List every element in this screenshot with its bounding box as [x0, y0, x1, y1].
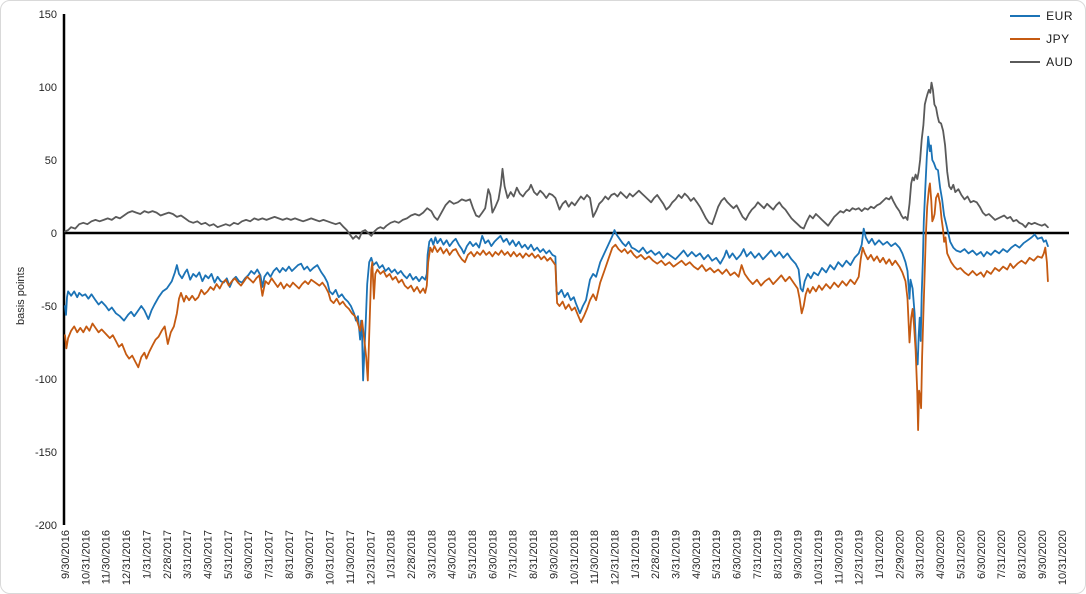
x-tick-label: 9/30/2020: [1037, 530, 1049, 579]
legend-swatch-aud: [1010, 61, 1041, 63]
y-tick-label: 150: [39, 9, 57, 21]
x-tick-label: 1/31/2018: [386, 530, 398, 579]
x-tick-label: 9/30/2019: [793, 530, 805, 579]
x-tick-label: 3/31/2017: [182, 530, 194, 579]
x-tick-label: 10/31/2019: [813, 530, 825, 585]
x-tick-label: 12/31/2016: [121, 530, 133, 585]
x-tick-label: 9/30/2017: [304, 530, 316, 579]
x-tick-label: 10/31/2018: [569, 530, 581, 585]
x-tick-label: 4/30/2020: [935, 530, 947, 579]
x-tick-label: 12/31/2017: [365, 530, 377, 585]
x-tick-label: 11/30/2016: [101, 530, 113, 584]
x-tick-label: 4/30/2019: [691, 530, 703, 579]
x-tick-label: 6/30/2017: [243, 530, 255, 579]
y-tick-label: 100: [39, 82, 57, 94]
x-tick-label: 2/28/2018: [406, 530, 418, 579]
y-tick-label: 0: [51, 228, 57, 240]
y-tick-label: -100: [35, 374, 57, 386]
x-tick-label: 8/31/2018: [528, 530, 540, 579]
x-tick-label: 8/31/2019: [772, 530, 784, 579]
x-tick-label: 9/30/2018: [548, 530, 560, 579]
x-tick-label: 1/31/2019: [630, 530, 642, 579]
x-tick-label: 5/31/2017: [223, 530, 235, 579]
x-tick-label: 5/31/2019: [711, 530, 723, 579]
x-tick-label: 3/31/2018: [426, 530, 438, 579]
x-tick-label: 10/31/2017: [325, 530, 337, 585]
x-tick-label: 10/31/2020: [1057, 530, 1069, 585]
legend-item-jpy: JPY: [1010, 32, 1073, 46]
x-tick-label: 6/30/2020: [976, 530, 988, 579]
legend-swatch-jpy: [1010, 38, 1041, 40]
x-tick-label: 11/30/2018: [589, 530, 601, 584]
series-line-eur: [64, 135, 1049, 382]
x-tick-label: 10/31/2016: [80, 530, 92, 585]
x-tick-label: 2/28/2019: [650, 530, 662, 579]
x-tick-label: 6/30/2019: [732, 530, 744, 579]
x-tick-label: 1/31/2017: [141, 530, 153, 579]
legend-label: EUR: [1046, 9, 1073, 23]
legend-label: JPY: [1046, 32, 1070, 46]
legend-swatch-eur: [1010, 15, 1041, 17]
x-tick-label: 7/31/2018: [508, 530, 520, 579]
x-tick-label: 8/31/2020: [1016, 530, 1028, 579]
x-tick-label: 11/30/2019: [833, 530, 845, 584]
x-tick-label: 8/31/2017: [284, 530, 296, 579]
x-tick-label: 12/31/2019: [854, 530, 866, 585]
series-line-aud: [64, 81, 1049, 240]
x-tick-label: 12/31/2018: [609, 530, 621, 585]
x-tick-label: 1/31/2020: [874, 530, 886, 579]
series-line-jpy: [64, 182, 1049, 432]
x-tick-label: 5/31/2018: [467, 530, 479, 579]
x-tick-label: 2/29/2020: [894, 530, 906, 579]
legend-label: AUD: [1046, 55, 1073, 69]
y-tick-label: 50: [45, 155, 57, 167]
legend-item-eur: EUR: [1010, 9, 1073, 23]
x-tick-label: 9/30/2016: [60, 530, 72, 579]
x-tick-label: 11/30/2017: [345, 530, 357, 584]
x-tick-label: 6/30/2018: [487, 530, 499, 579]
x-tick-label: 5/31/2020: [955, 530, 967, 579]
legend: EUR JPY AUD: [1010, 9, 1073, 69]
x-tick-label: 3/31/2020: [915, 530, 927, 579]
x-tick-label: 4/30/2018: [447, 530, 459, 579]
y-tick-label: -150: [35, 447, 57, 459]
x-tick-label: 7/31/2019: [752, 530, 764, 579]
y-axis-title: basis points: [15, 266, 27, 326]
legend-item-aud: AUD: [1010, 55, 1073, 69]
x-tick-label: 4/30/2017: [202, 530, 214, 579]
y-tick-label: -50: [41, 301, 57, 313]
x-tick-label: 7/31/2020: [996, 530, 1008, 579]
y-tick-label: -200: [35, 520, 57, 532]
x-tick-label: 3/31/2019: [671, 530, 683, 579]
x-tick-label: 2/28/2017: [162, 530, 174, 579]
x-tick-label: 7/31/2017: [264, 530, 276, 579]
